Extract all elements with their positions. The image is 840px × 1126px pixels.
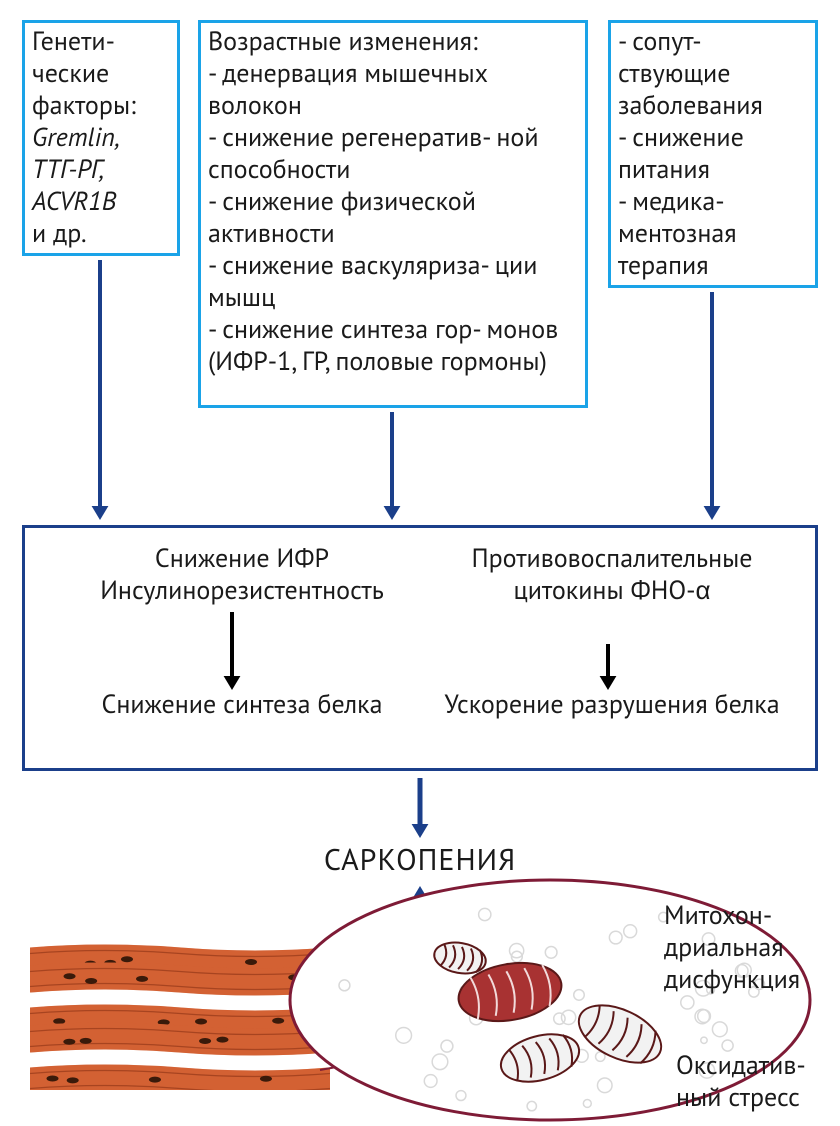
arrow-inside-0: [215, 612, 249, 690]
sarcopenia-label: САРКОПЕНИЯ: [0, 844, 840, 876]
arrow-top-1: [375, 412, 409, 520]
arrow-mid-down: [403, 778, 437, 838]
arrow-inside-1: [591, 644, 625, 690]
cell-closeup: [284, 874, 816, 1126]
arrow-top-0: [83, 260, 117, 520]
box-age: [198, 20, 588, 408]
box-comorbid: [608, 20, 818, 288]
box-genetic: [22, 20, 180, 256]
diagram-stage: Генети-ческиефакторы:Gremlin,ТТГ-РГ,ACVR…: [0, 0, 840, 1121]
box-middle: [22, 525, 818, 771]
arrow-top-2: [695, 292, 729, 520]
